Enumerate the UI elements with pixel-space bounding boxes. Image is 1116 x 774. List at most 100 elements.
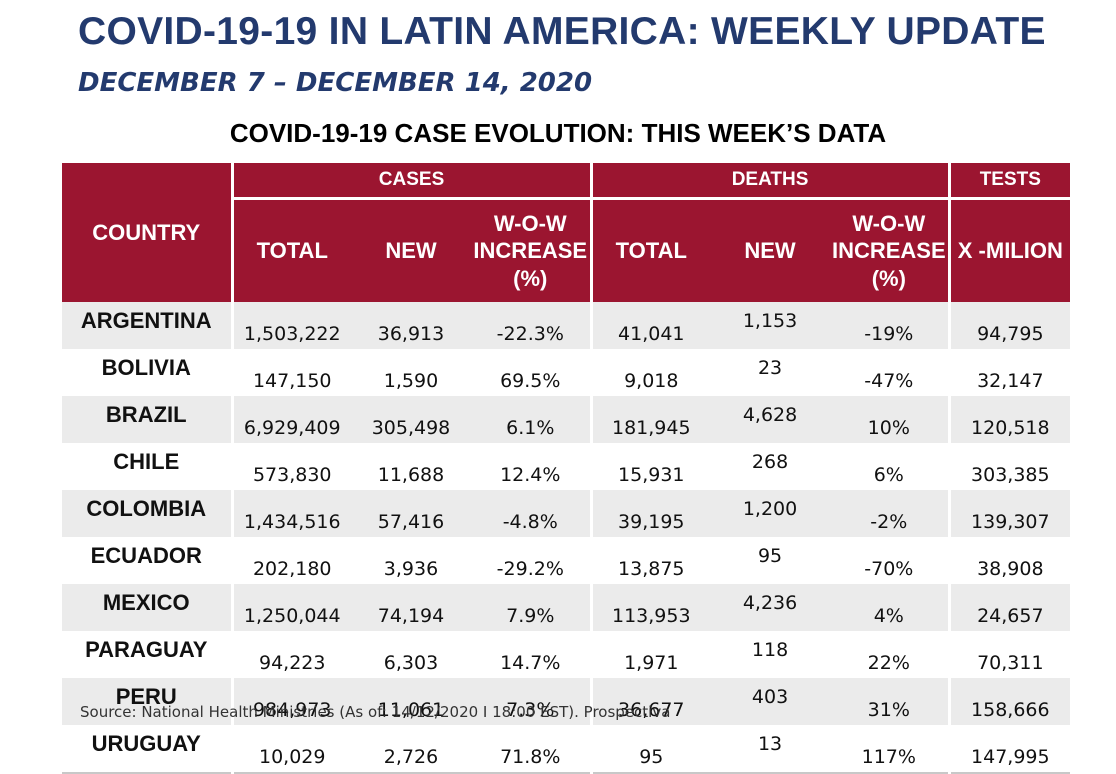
deaths-wow-header-line3: (%) — [871, 265, 906, 291]
country-cell: MEXICO — [62, 584, 234, 631]
deaths-total-header: TOTAL — [591, 198, 711, 302]
deaths-wow-header: W-O-W INCREASE (%) — [830, 198, 951, 302]
country-cell: ECUADOR — [62, 537, 234, 584]
cases-wow-cell: -29.2% — [471, 537, 593, 584]
cases-total-cell: 1,503,222 — [232, 302, 351, 349]
cases-wow-cell: 7.3% — [471, 678, 593, 725]
tests-cell: 32,147 — [977, 370, 1044, 392]
deaths-wow-header-line2: INCREASE — [831, 238, 946, 264]
cases-wow-cell: 71.8% — [471, 725, 593, 774]
cases-new-cell: 57,416 — [351, 490, 471, 537]
country-cell: CHILE — [62, 443, 234, 490]
cases-total-cell: 1,434,516 — [232, 490, 351, 537]
deaths-total-cell: 9,018 — [624, 370, 679, 392]
table-row: ECUADOR 202,180 3,936 -29.2% 13,875 95 -70% 38,… — [62, 537, 1070, 584]
table-row: CHILE 573,830 11,688 12.4% 15,931 268 6% 303,38… — [62, 443, 1070, 490]
deaths-wow-cell: -47% — [830, 349, 951, 396]
table-body: ARGENTINA 1,503,222 36,913 -22.3% 41,041 1,15… — [62, 302, 1071, 774]
deaths-new-cell: 118 — [751, 639, 789, 661]
deaths-wow-cell: 6% — [830, 443, 951, 490]
tests-cell: 70,311 — [977, 652, 1044, 674]
table-row: ARGENTINA 1,503,222 36,913 -22.3% 41,041 1,15… — [62, 302, 1071, 349]
cases-new-cell: 1,590 — [383, 370, 439, 392]
tests-cell: 38,908 — [977, 558, 1044, 580]
table-row: MEXICO 1,250,044 74,194 7.9% 113,953 4,236 4% 2… — [62, 584, 1071, 631]
cases-wow-header-line1: W-O-W — [493, 210, 567, 236]
source-note: Source: National Health Ministries (As o… — [80, 703, 671, 721]
cases-new-cell: 305,498 — [351, 396, 471, 443]
country-column-header: COUNTRY — [62, 163, 234, 302]
cases-wow-cell: 12.4% — [471, 443, 593, 490]
cases-wow-cell: -22.3% — [471, 302, 593, 349]
cases-total-cell: 10,029 — [232, 725, 351, 774]
country-cell: PARAGUAY — [62, 631, 234, 678]
tests-group-header: TESTS — [949, 163, 1071, 200]
deaths-total-cell: 113,953 — [591, 584, 711, 631]
cases-wow-cell: 6.1% — [471, 396, 593, 443]
deaths-wow-cell: -70% — [830, 537, 951, 584]
cases-group-header: CASES — [232, 163, 593, 200]
cases-wow-cell: 14.7% — [471, 631, 593, 678]
deaths-total-cell: 1,971 — [624, 652, 679, 674]
table-row: BRAZIL 6,929,409 305,498 6.1% 181,945 4,628 10… — [62, 396, 1071, 443]
covid-data-table: COUNTRY CASES DEATHS TESTS TOTAL NEW W-O… — [62, 163, 1071, 774]
cases-wow-cell: 7.9% — [471, 584, 593, 631]
deaths-new-cell: 1,200 — [710, 490, 831, 537]
country-cell: URUGUAY — [62, 725, 234, 774]
cases-total-cell: 573,830 — [252, 464, 332, 486]
cases-wow-cell: 69.5% — [471, 349, 593, 396]
tests-cell: 147,995 — [949, 725, 1071, 774]
deaths-group-header: DEATHS — [591, 163, 951, 200]
table-row: URUGUAY 10,029 2,726 71.8% 95 13 117% 147,995 — [62, 725, 1071, 774]
cases-total-cell: 94,223 — [259, 652, 326, 674]
cases-new-cell: 74,194 — [351, 584, 471, 631]
tests-cell: 120,518 — [949, 396, 1071, 443]
tests-cell: 24,657 — [949, 584, 1071, 631]
cases-wow-header-line2: INCREASE — [473, 238, 588, 264]
cases-total-header: TOTAL — [232, 198, 351, 302]
cases-new-cell: 36,913 — [351, 302, 471, 349]
tests-unit-header: X -MILION — [949, 198, 1071, 302]
deaths-total-cell: 36,677 — [591, 678, 711, 725]
deaths-total-cell: 95 — [591, 725, 711, 774]
cases-wow-cell: -4.8% — [471, 490, 593, 537]
country-cell: BRAZIL — [62, 396, 234, 443]
page-title: COVID-19-19 IN LATIN AMERICA: WEEKLY UPD… — [78, 10, 1046, 53]
table-row: BOLIVIA 147,150 1,590 69.5% 9,018 23 -47% 32,14… — [62, 349, 1070, 396]
deaths-wow-cell: -2% — [830, 490, 951, 537]
cases-new-header: NEW — [351, 198, 471, 302]
table-title: COVID-19-19 CASE EVOLUTION: THIS WEEK’S … — [229, 118, 887, 148]
table-row: PARAGUAY 94,223 6,303 14.7% 1,971 118 22% 70,31… — [62, 631, 1070, 678]
deaths-wow-header-line1: W-O-W — [852, 210, 926, 236]
table-row: PERU 984,973 11,061 7.3% 36,677 403 31% 158,666 — [62, 678, 1071, 725]
cases-total-cell: 202,180 — [252, 558, 332, 580]
tests-cell: 94,795 — [949, 302, 1071, 349]
deaths-new-cell: 13 — [710, 725, 831, 774]
tests-cell: 303,385 — [971, 464, 1050, 486]
deaths-new-cell: 4,236 — [710, 584, 831, 631]
deaths-new-cell: 95 — [757, 545, 783, 567]
table-row: COLOMBIA 1,434,516 57,416 -4.8% 39,195 1,200-… — [62, 490, 1071, 537]
deaths-new-cell: 4,628 — [710, 396, 831, 443]
deaths-wow-cell: 117% — [830, 725, 951, 774]
country-cell: COLOMBIA — [62, 490, 234, 537]
deaths-wow-cell: 10% — [830, 396, 951, 443]
cases-total-cell: 984,973 — [232, 678, 351, 725]
country-cell: ARGENTINA — [62, 302, 234, 349]
deaths-new-cell: 268 — [751, 451, 789, 473]
deaths-wow-cell: -19% — [830, 302, 951, 349]
tests-cell: 158,666 — [949, 678, 1071, 725]
deaths-wow-cell: 4% — [830, 584, 951, 631]
cases-wow-header-line3: (%) — [513, 265, 548, 291]
cases-wow-header: W-O-W INCREASE (%) — [471, 198, 593, 302]
deaths-total-cell: 39,195 — [591, 490, 711, 537]
deaths-total-cell: 15,931 — [618, 464, 685, 486]
country-cell: BOLIVIA — [62, 349, 234, 396]
deaths-total-cell: 181,945 — [591, 396, 711, 443]
deaths-total-cell: 41,041 — [591, 302, 711, 349]
deaths-wow-cell: 22% — [830, 631, 951, 678]
deaths-wow-cell: 31% — [830, 678, 951, 725]
tests-cell: 139,307 — [949, 490, 1071, 537]
deaths-new-cell: 23 — [757, 357, 783, 379]
cases-total-cell: 147,150 — [252, 370, 332, 392]
